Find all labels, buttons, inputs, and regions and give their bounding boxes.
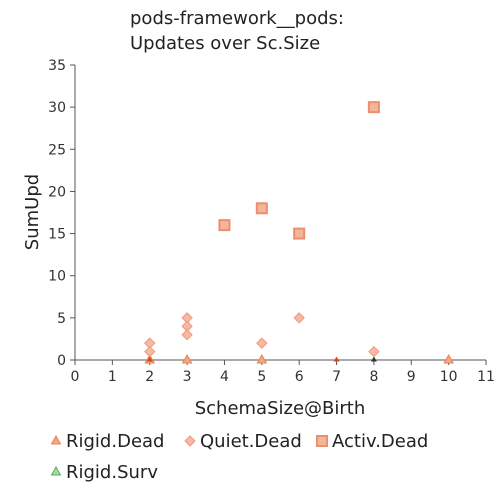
- x-tick-label: 3: [183, 369, 192, 385]
- y-tick-label: 15: [48, 227, 66, 243]
- legend-label: Rigid.Dead: [66, 431, 164, 452]
- x-tick-label: 9: [407, 369, 416, 385]
- chart-title-line-2: Updates over Sc.Size: [130, 33, 320, 54]
- data-point-overlap: [333, 356, 340, 362]
- x-tick-label: 4: [220, 369, 229, 385]
- y-tick-label: 35: [48, 58, 66, 74]
- x-tick-label: 8: [369, 369, 378, 385]
- x-tick-label: 1: [108, 369, 117, 385]
- x-tick-label: 10: [440, 369, 458, 385]
- data-point-rigid-dead: [181, 353, 193, 364]
- data-point-activ-dead: [218, 219, 231, 232]
- x-tick-label: 0: [71, 369, 80, 385]
- data-point-quiet-dead: [144, 345, 156, 358]
- chart-title-line-1: pods-framework__pods:: [130, 8, 344, 29]
- y-tick-label: 0: [57, 353, 66, 369]
- x-tick-label: 2: [145, 369, 154, 385]
- data-point-quiet-dead: [293, 312, 305, 324]
- legend-label: Rigid.Surv: [66, 462, 158, 483]
- data-point-overlap: [146, 356, 153, 362]
- y-tick-label: 20: [48, 184, 66, 200]
- y-tick-label: 5: [57, 311, 66, 327]
- data-point-activ-dead: [293, 227, 306, 240]
- x-tick-label: 11: [477, 369, 495, 385]
- x-tick-label: 5: [257, 369, 266, 385]
- y-tick-label: 30: [48, 100, 66, 116]
- data-point-activ-dead: [367, 101, 380, 114]
- data-point-rigid-dead: [256, 353, 268, 364]
- data-point-quiet-dead: [181, 329, 193, 341]
- x-tick-label: 6: [295, 369, 304, 385]
- x-tick-label: 7: [332, 369, 341, 385]
- y-axis-title: SumUpd: [22, 174, 43, 250]
- data-point-overlap: [370, 356, 377, 362]
- legend: Rigid.Dead Quiet.Dead Activ.Dead Rigid.Surv: [50, 431, 428, 483]
- plot-area: 0 5 10 15 20 25 30 35 0 1 2 3 4 5 6 7 8 9 10 11: [48, 58, 495, 385]
- legend-label: Quiet.Dead: [200, 431, 302, 452]
- data-point-quiet-dead: [368, 345, 380, 358]
- x-axis-title: SchemaSize@Birth: [195, 398, 366, 419]
- legend-marker-activ-dead: [316, 435, 328, 447]
- data-point-rigid-dead: [443, 353, 454, 364]
- legend-marker-quiet-dead: [184, 435, 196, 447]
- legend-label: Activ.Dead: [332, 431, 428, 452]
- y-tick-label: 25: [48, 142, 66, 158]
- legend-marker-rigid-surv: [50, 465, 62, 476]
- data-point-activ-dead: [255, 202, 268, 215]
- y-tick-label: 10: [48, 269, 66, 285]
- legend-marker-rigid-dead: [50, 434, 62, 445]
- data-point-quiet-dead: [256, 337, 268, 349]
